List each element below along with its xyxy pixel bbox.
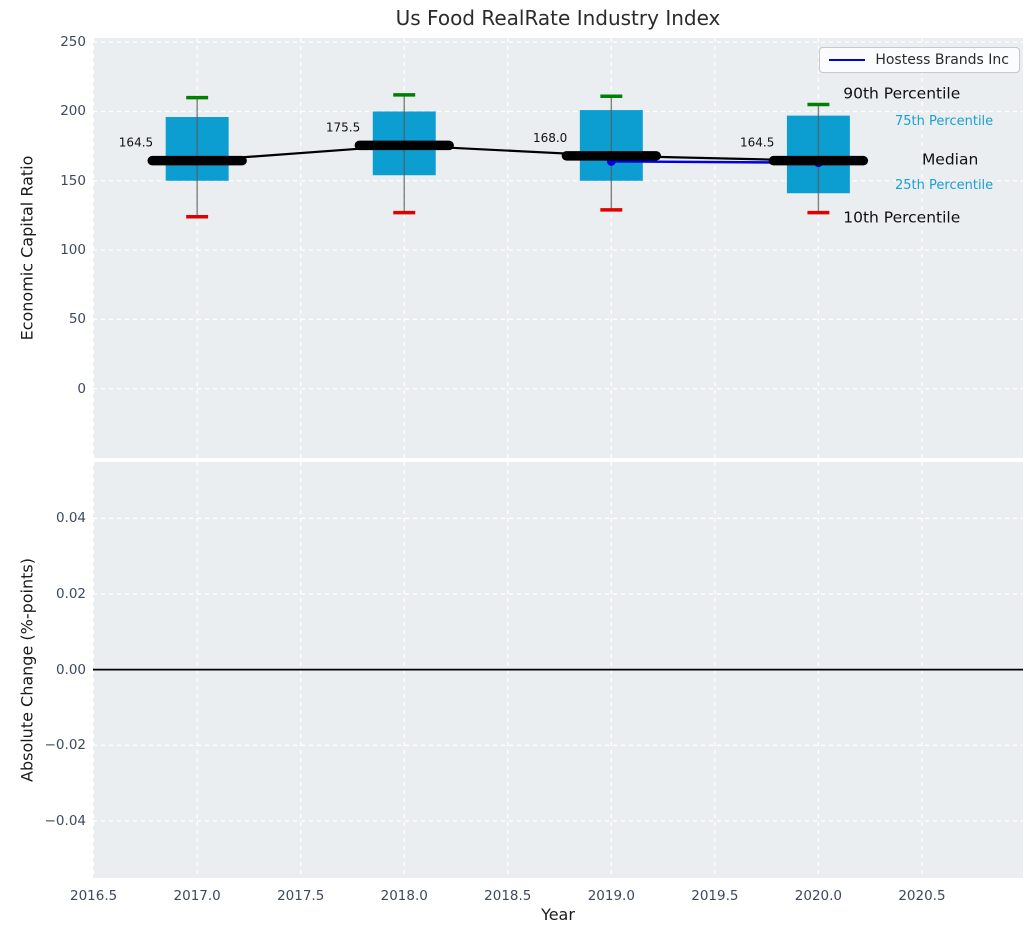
- x-tick-label: 2019.0: [587, 888, 635, 904]
- legend-series-label: Hostess Brands Inc: [875, 52, 1009, 68]
- x-tick-label: 2017.5: [277, 888, 325, 904]
- median-value-label: 168.0: [533, 131, 567, 145]
- y-tick-label: 150: [60, 172, 86, 189]
- x-tick-label: 2017.0: [173, 888, 221, 904]
- y-tick-label: 0.02: [55, 585, 86, 602]
- y-tick-label: 0.04: [55, 510, 86, 527]
- median-value-label: 175.5: [326, 120, 360, 134]
- x-tick-label: 2019.5: [691, 888, 739, 904]
- percentile-annotation: Median: [922, 150, 978, 168]
- y-tick-label: 200: [60, 103, 86, 120]
- top-plot-panel: 164.5 175.5 168.0 164.5 90th Percentile 75th …: [93, 38, 1023, 458]
- median-value-label: 164.5: [119, 136, 153, 150]
- x-tick-label: 2016.5: [69, 888, 118, 904]
- x-tick-label: 2020.0: [794, 888, 843, 904]
- y-tick-label: −0.02: [44, 737, 86, 754]
- y-tick-label: 50: [68, 311, 86, 328]
- y-tick-label: 100: [60, 242, 86, 259]
- y-tick-label: 0.00: [55, 661, 86, 678]
- percentile-annotation: 25th Percentile: [895, 178, 993, 193]
- percentile-annotation: 10th Percentile: [843, 209, 960, 227]
- x-tick-label: 2018.5: [484, 888, 532, 904]
- x-tick-label: 2020.5: [898, 888, 946, 904]
- percentile-annotation: 90th Percentile: [843, 84, 960, 102]
- y-tick-label: 250: [60, 34, 86, 51]
- x-axis-label: Year: [541, 905, 575, 924]
- percentile-annotation: 75th Percentile: [895, 114, 993, 129]
- median-value-label: 164.5: [740, 136, 774, 150]
- median-connector-line: [197, 144, 819, 162]
- x-tick-label: 2018.0: [380, 888, 428, 904]
- chart-title: Us Food RealRate Industry Index: [395, 6, 721, 30]
- bottom-plot-svg: [93, 462, 1023, 878]
- top-plot-svg: 164.5 175.5 168.0 164.5 90th Percentile 75th …: [93, 38, 1023, 458]
- legend-line-sample-icon: [829, 59, 866, 61]
- y-tick-label: 0: [77, 380, 86, 397]
- y-tick-label: −0.04: [44, 812, 86, 829]
- legend-box: Hostess Brands Inc: [819, 47, 1020, 73]
- bottom-plot-panel: [93, 462, 1023, 878]
